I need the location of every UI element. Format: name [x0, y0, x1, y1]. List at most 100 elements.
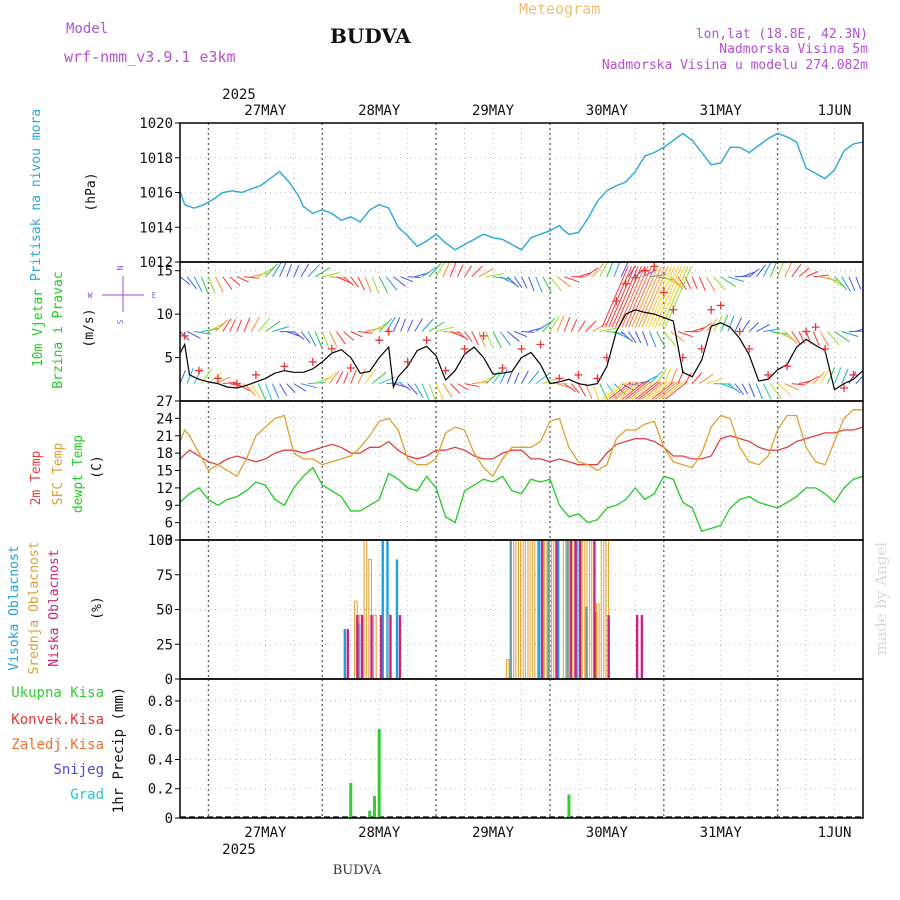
- day-label-top: 29MAY: [472, 103, 515, 119]
- wind-barb: [180, 276, 191, 286]
- wind-barb: [378, 318, 393, 332]
- wind-barb: [478, 375, 495, 385]
- wind-barb: [428, 321, 445, 332]
- wind-barb: [385, 276, 398, 291]
- plot-area-precip: [180, 728, 863, 818]
- ytick-label: 75: [156, 568, 173, 584]
- wind-barb: [770, 331, 789, 335]
- wind-barb: [300, 331, 311, 344]
- cloud-title-2: Srednja Oblacnost: [27, 541, 42, 674]
- wind-barb: [770, 262, 778, 277]
- plot-area-pressure: [180, 132, 863, 251]
- wind-barb: [286, 383, 296, 393]
- wind-barb: [691, 276, 698, 290]
- wind-barb: [321, 372, 337, 385]
- temp-title-3: dewpt Temp: [71, 435, 86, 513]
- wind-barb: [692, 327, 705, 332]
- gust-marker: [213, 374, 222, 383]
- wind-barb: [421, 383, 430, 401]
- cloud-mid-bar: [529, 540, 534, 679]
- wind-barb: [457, 331, 469, 341]
- lonlat-text: lon,lat (18.8E, 42.3N): [696, 27, 868, 42]
- wind-barb: [627, 331, 637, 343]
- wind-barb: [762, 262, 772, 278]
- wind-barb: [699, 373, 714, 385]
- gust-marker: [716, 301, 725, 310]
- wind-barb: [777, 262, 785, 277]
- wind-barb: [392, 317, 401, 332]
- wind-barb: [706, 318, 718, 332]
- wind-barb: [624, 266, 652, 328]
- wind-barb: [621, 266, 649, 328]
- meteogram-title: Meteogram: [519, 0, 600, 18]
- cloud-mid-bar: [562, 540, 567, 679]
- gust-marker: [517, 344, 526, 353]
- wind-barb: [628, 381, 652, 400]
- wind-barb: [741, 383, 749, 395]
- model-label: Model: [66, 21, 108, 37]
- wind-barb: [264, 383, 273, 401]
- cloud-low-bar: [607, 615, 610, 679]
- wind-barb: [618, 266, 646, 328]
- wind-barb: [364, 276, 372, 293]
- wind-barb: [414, 318, 423, 332]
- wind-barb: [601, 266, 629, 328]
- wind-barb: [272, 325, 290, 332]
- gust-marker: [783, 362, 792, 371]
- precip-bar: [567, 794, 571, 818]
- cloud-title-1: Visoka Oblacnost: [7, 545, 22, 670]
- wind-barb: [549, 315, 560, 332]
- cloud-low-bar: [640, 615, 644, 679]
- wind-barb: [611, 266, 639, 328]
- wind-barb: [471, 265, 483, 278]
- wind-barb: [578, 272, 591, 278]
- top-day-labels: 27MAY 28MAY 29MAY 30MAY 31MAY 1JUN: [244, 103, 851, 119]
- wind-barb: [656, 368, 667, 384]
- ytick-label: 0: [165, 672, 173, 688]
- gust-marker: [745, 344, 754, 353]
- panels: 1012101410161018102051015369121518212427…: [139, 116, 864, 827]
- wind-barb: [635, 381, 658, 400]
- wind-barb: [791, 331, 801, 345]
- day-label-bottom: 1JUN: [818, 825, 852, 841]
- gust-marker: [840, 383, 849, 392]
- gust-marker: [669, 305, 678, 314]
- wind-barb: [570, 319, 578, 332]
- panel-precip: 0 0.2 0.4 0.6 0.8: [148, 678, 864, 827]
- gust-marker: [498, 363, 507, 372]
- wind-barb: [628, 266, 656, 328]
- wind-barb: [755, 383, 763, 400]
- wind-barb: [834, 331, 850, 343]
- wind-barb: [542, 276, 552, 293]
- legend-snow: Snijeg: [53, 762, 104, 778]
- day-label-top: 30MAY: [586, 103, 629, 119]
- wind-barb: [243, 317, 251, 332]
- wind-barb: [257, 383, 267, 401]
- wind-barb: [357, 368, 366, 384]
- precip-bar: [377, 728, 381, 818]
- wind-barb: [350, 331, 363, 338]
- wind-barb: [608, 266, 636, 328]
- gust-marker: [460, 344, 469, 353]
- wind-barb: [563, 316, 571, 332]
- cloud-mid-bar: [505, 659, 510, 679]
- wind-barb: [720, 276, 736, 288]
- wind-barb: [464, 383, 479, 388]
- legend-frz-rain: Zaledj.Kisa: [11, 737, 104, 753]
- wind-barb: [592, 263, 604, 278]
- wind-barb: [400, 318, 406, 332]
- wind-barb: [791, 383, 806, 386]
- ytick-label: 0: [165, 811, 173, 827]
- cloud-mid-bar: [524, 540, 529, 679]
- wind-barb: [464, 265, 473, 278]
- compass-south: S: [116, 319, 125, 324]
- wind-barb: [601, 381, 625, 400]
- panel-frame: [179, 678, 864, 819]
- wind-barb: [654, 266, 682, 328]
- wind-barb: [604, 266, 632, 328]
- temp2m-line: [180, 426, 863, 466]
- sfc-temp-line: [180, 409, 863, 478]
- gust-marker: [280, 362, 289, 371]
- wind-barb: [563, 383, 577, 393]
- temp-title-2: SFC Temp: [51, 443, 66, 506]
